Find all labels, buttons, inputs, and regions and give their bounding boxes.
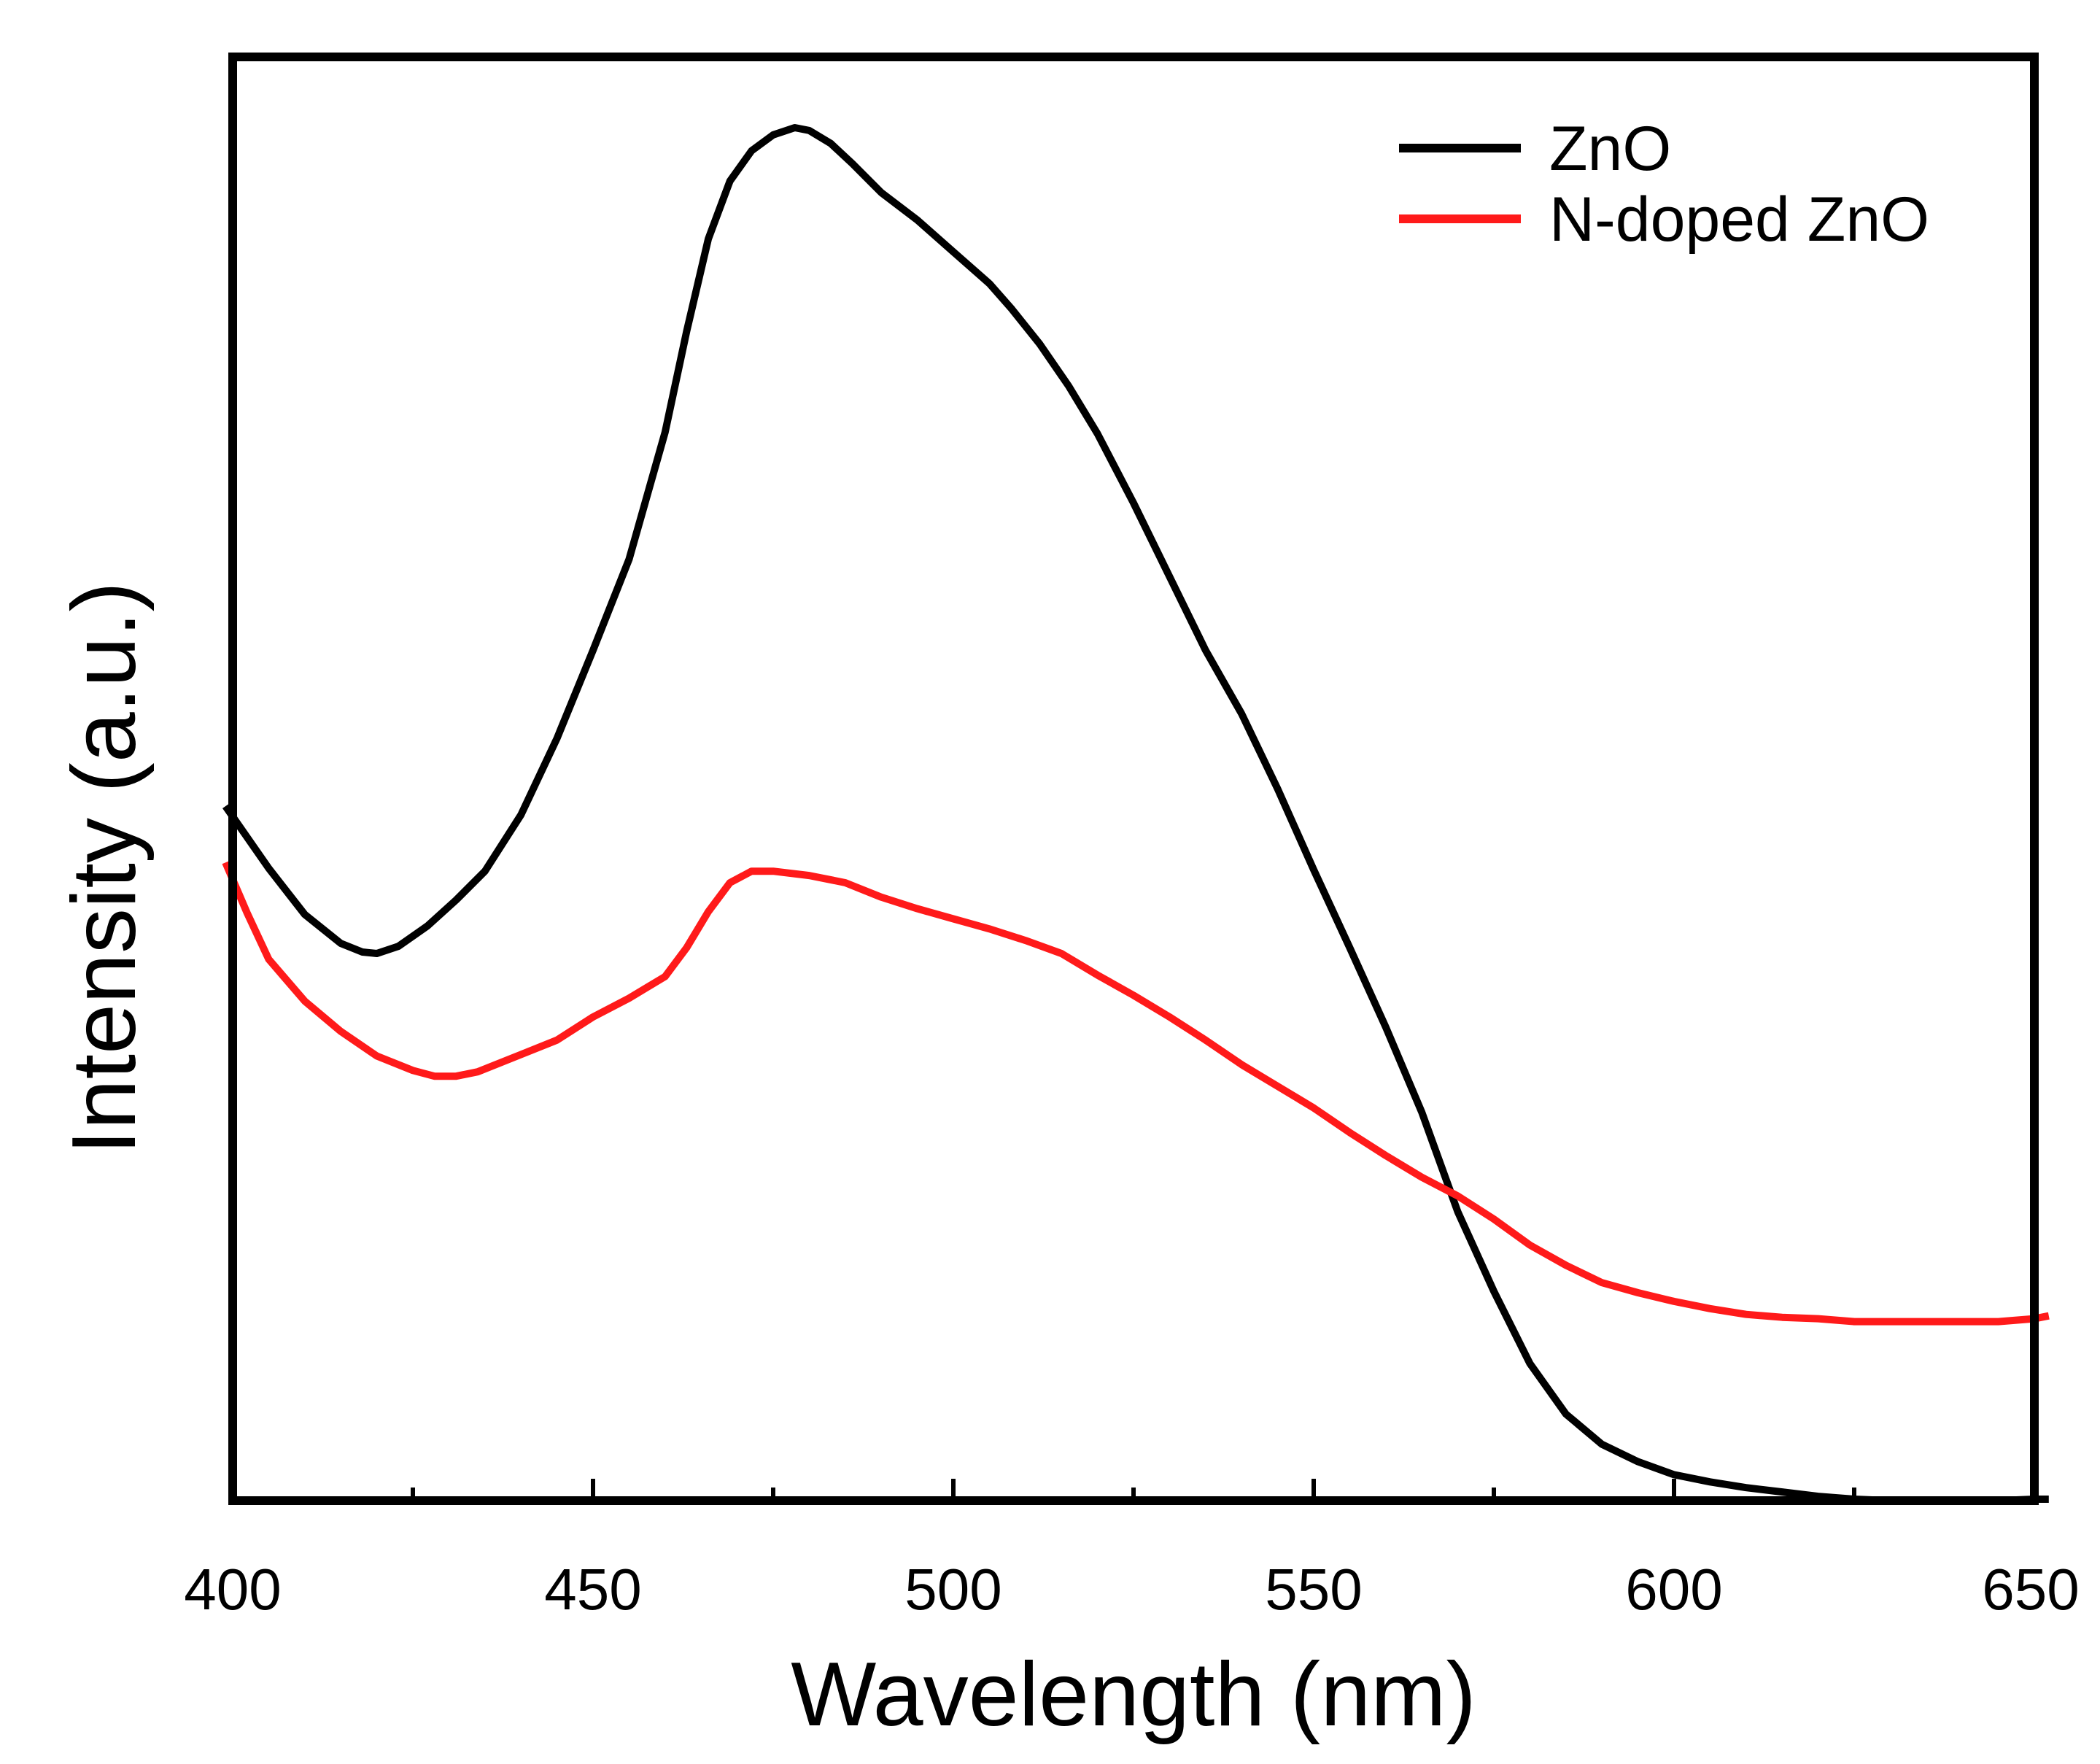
x-tick-label: 500 bbox=[904, 1557, 1001, 1622]
x-tick-label: 400 bbox=[184, 1557, 281, 1622]
series-line-n-doped-zno bbox=[222, 861, 2050, 1326]
x-tick-label: 650 bbox=[1982, 1557, 2079, 1622]
x-ticks bbox=[230, 1479, 2037, 1501]
series-line-zno bbox=[222, 124, 2049, 1504]
legend-label-zno: ZnO bbox=[1549, 114, 1671, 184]
x-tick-labels: 400 450 500 550 600 650 bbox=[184, 1557, 2079, 1622]
legend-label-n-doped-zno: N-doped ZnO bbox=[1549, 185, 1929, 255]
x-tick-label: 600 bbox=[1625, 1557, 1722, 1622]
x-tick-label: 550 bbox=[1265, 1557, 1362, 1622]
series-layer bbox=[222, 124, 2050, 1504]
y-axis-label: Intensity (a.u.) bbox=[54, 581, 155, 1155]
x-axis-label: Wavelength (nm) bbox=[791, 1644, 1476, 1745]
x-tick-label: 450 bbox=[544, 1557, 641, 1622]
